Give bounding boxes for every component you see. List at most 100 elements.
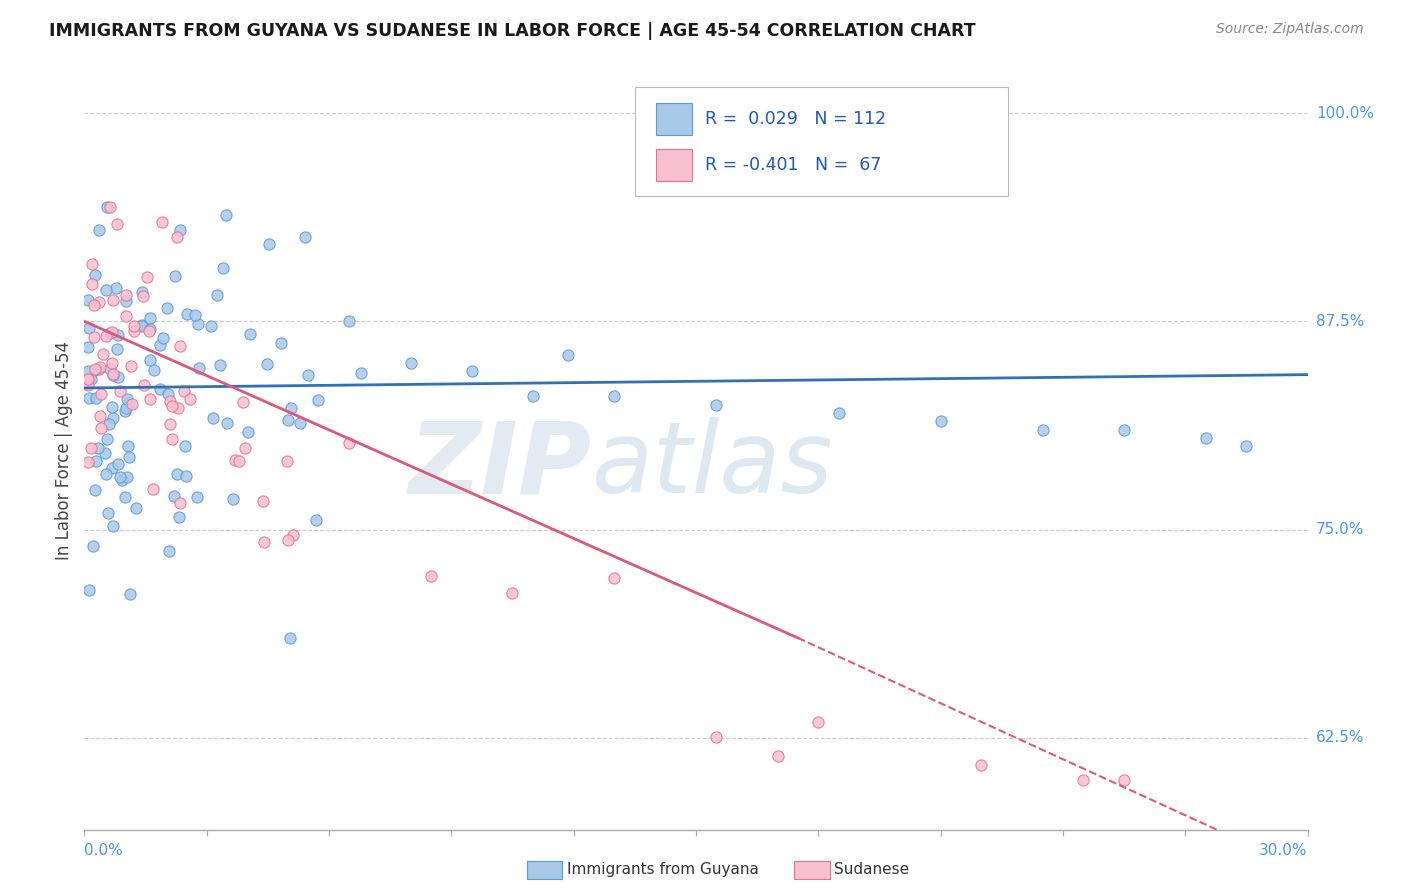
Point [96,200,118,214]
Point [280,401,302,416]
Point [117,439,139,453]
Point [138,311,160,326]
Point [420,569,443,583]
Point [167,510,190,524]
Point [169,222,191,236]
Point [281,527,304,541]
Point [1114,423,1136,437]
Point [101,518,124,533]
Point [1114,772,1136,787]
Point [257,236,280,251]
Text: 100.0%: 100.0% [1316,105,1374,120]
Point [165,268,187,283]
Point [138,324,160,338]
Point [159,417,181,431]
Point [200,319,222,334]
Point [207,288,229,302]
Point [83,483,105,498]
Point [139,322,162,336]
Point [101,326,124,340]
Point [828,406,851,420]
Point [233,441,256,455]
Point [169,495,191,509]
Point [557,348,579,362]
Point [107,327,129,342]
Point [94,467,117,482]
Point [276,533,298,547]
Point [87,362,110,376]
Point [1195,431,1218,445]
Point [187,318,209,332]
Point [176,469,198,483]
Point [83,330,105,344]
Point [115,288,138,302]
Point [114,404,136,418]
Point [101,401,124,415]
Point [103,410,125,425]
Point [82,539,104,553]
Point [118,450,141,464]
Point [101,293,124,307]
Point [166,230,188,244]
Point [277,413,299,427]
Point [253,535,276,549]
Point [179,392,201,406]
Point [176,307,198,321]
Point [98,326,121,340]
Point [201,410,224,425]
Point [278,631,301,645]
Point [77,293,100,307]
Point [105,281,128,295]
Text: R =  0.029   N = 112: R = 0.029 N = 112 [704,110,886,128]
Point [150,214,173,228]
Point [77,391,100,405]
Point [139,392,162,406]
Point [90,387,112,401]
Point [188,361,211,376]
Point [94,329,117,343]
Point [84,363,107,377]
Text: IMMIGRANTS FROM GUYANA VS SUDANESE IN LABOR FORCE | AGE 45-54 CORRELATION CHART: IMMIGRANTS FROM GUYANA VS SUDANESE IN LA… [49,22,976,40]
Point [89,360,111,375]
Point [256,357,278,371]
Point [84,268,107,282]
Point [143,363,166,377]
Point [149,338,172,352]
Point [96,284,118,298]
Point [160,399,183,413]
Point [97,417,120,432]
Point [87,223,110,237]
Point [766,748,789,763]
Text: 0.0%: 0.0% [84,843,124,858]
Point [77,373,100,387]
Point [115,401,138,415]
Point [186,490,208,504]
Point [89,409,111,424]
Point [93,446,115,460]
Point [84,391,107,405]
Text: 30.0%: 30.0% [1260,843,1308,858]
Point [98,200,121,214]
Point [232,395,254,409]
Point [276,454,298,468]
Point [97,507,120,521]
Point [307,392,329,407]
Text: 75.0%: 75.0% [1316,522,1364,537]
Point [169,338,191,352]
Point [1073,772,1095,787]
Point [87,442,110,456]
Point [217,416,239,430]
Point [122,319,145,334]
Point [89,295,111,310]
Text: ZIP: ZIP [409,417,592,514]
Point [929,414,952,428]
Point [91,347,114,361]
Point [297,368,319,383]
Point [305,513,328,527]
Point [122,324,145,338]
Point [115,309,138,323]
Point [222,492,245,507]
Point [77,377,100,392]
Point [166,467,188,482]
Point [77,455,100,469]
